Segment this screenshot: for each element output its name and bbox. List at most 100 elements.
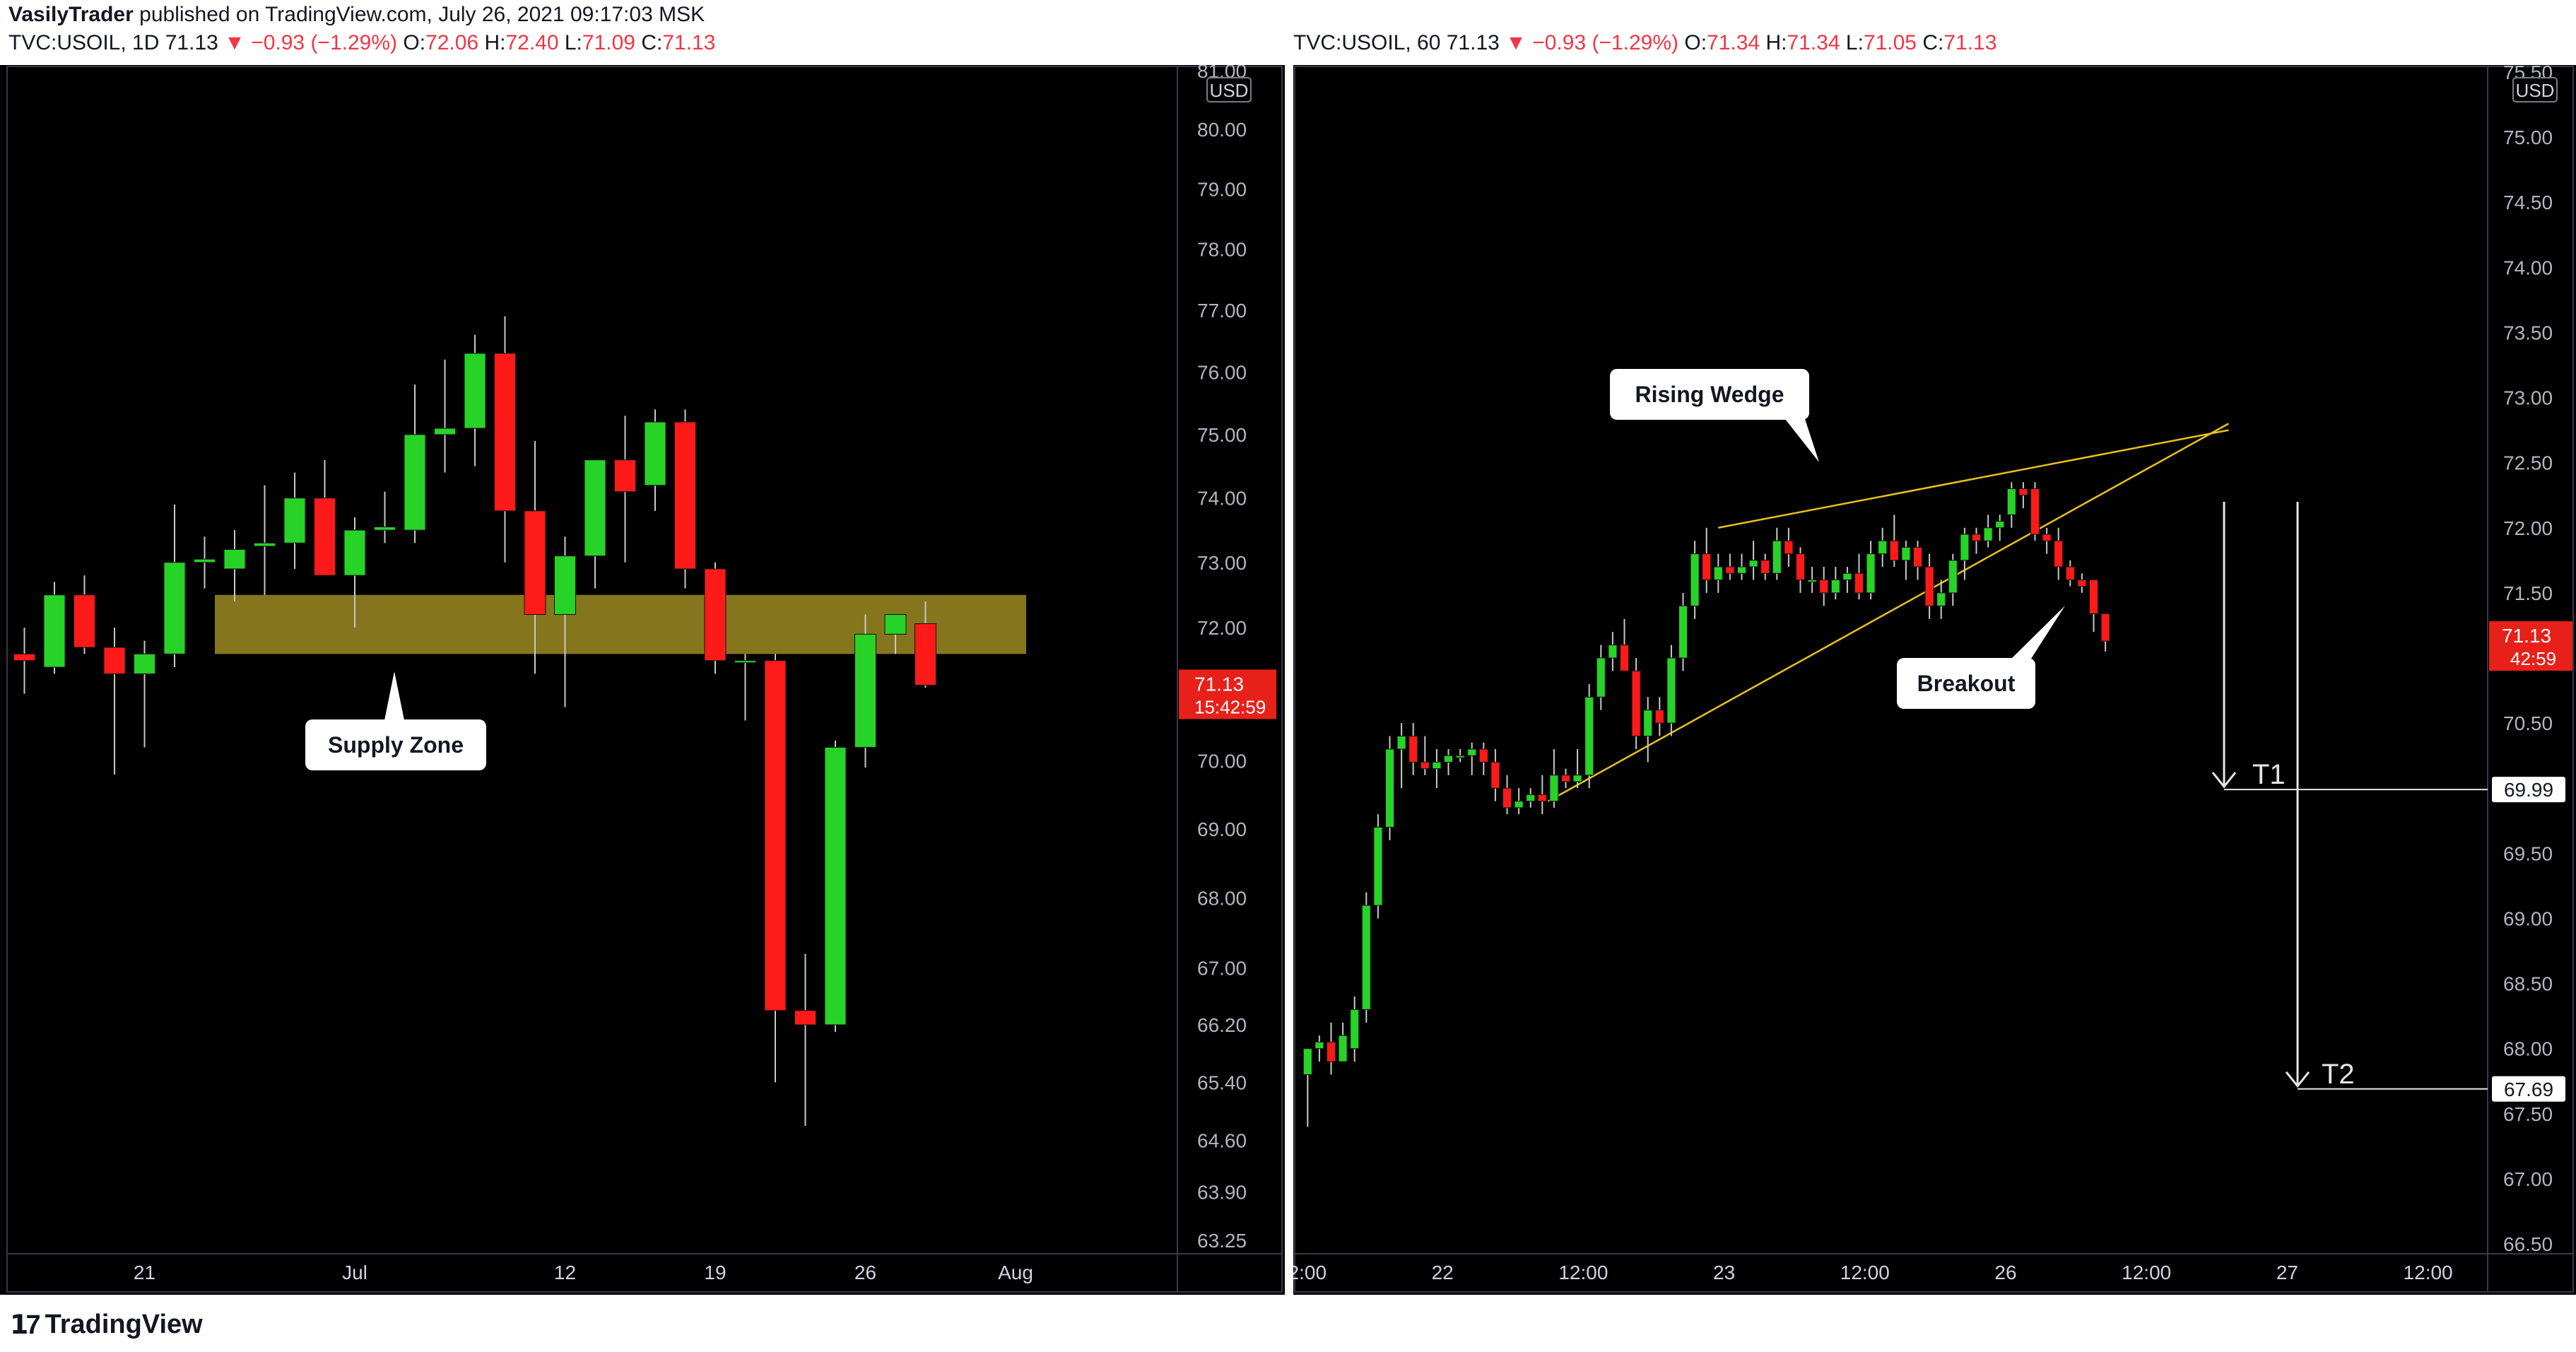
y-tick-label: 67.00 xyxy=(2503,1168,2553,1190)
x-tick-label: 12:00 xyxy=(1558,1262,1608,1283)
candle-down xyxy=(2042,534,2052,541)
candle-down xyxy=(1819,579,1829,594)
x-tick-label: 12:00 xyxy=(2122,1262,2171,1283)
left-legend: TVC:USOIL, 1D 71.13 ▼ −0.93 (−1.29%) O:7… xyxy=(8,31,715,55)
left-close: 71.13 xyxy=(662,31,716,54)
t1-price-tag xyxy=(2492,777,2565,803)
hourly-chart-pane[interactable]: T1 T2 75.50 75.00 74.50 74.00 73.50 73.00 72.50 7… xyxy=(1293,65,2576,1295)
candle-down xyxy=(524,510,546,616)
y-tick-label: 69.00 xyxy=(1197,818,1247,840)
y-tick-label: 72.00 xyxy=(2503,517,2553,539)
candle-down xyxy=(2100,613,2110,642)
right-low: 71.05 xyxy=(1863,31,1917,54)
y-tick-label: 74.00 xyxy=(2503,257,2553,278)
candle-up xyxy=(1432,761,1442,770)
y-tick-label: 63.25 xyxy=(1197,1230,1247,1252)
candle-up xyxy=(1713,566,1723,580)
pane-frame xyxy=(1294,66,2574,1293)
y-tick-label: 68.00 xyxy=(2503,1038,2553,1060)
candle-up xyxy=(1643,710,1653,737)
supply-zone-callout-box[interactable] xyxy=(305,719,486,770)
x-tick-label: 19 xyxy=(704,1262,726,1283)
published-text: published on TradingView.com, July 26, 2… xyxy=(139,3,705,26)
candle-down xyxy=(1502,787,1512,809)
left-h-label: H: xyxy=(484,31,506,54)
left-symbol[interactable]: TVC:USOIL, 1D xyxy=(8,31,160,54)
candle-down xyxy=(314,498,336,576)
y-tick-label: 63.90 xyxy=(1197,1182,1247,1204)
y-tick-label: 77.00 xyxy=(1197,300,1247,322)
y-tick-label: 72.50 xyxy=(2503,452,2553,474)
y-tick-label: 68.50 xyxy=(2503,973,2553,995)
candle-down xyxy=(674,421,696,570)
rising-wedge-callout-box[interactable] xyxy=(1610,369,1809,420)
candle-up xyxy=(1878,540,1888,555)
candle-up xyxy=(884,614,907,635)
y-tick-label: 75.00 xyxy=(1197,424,1247,446)
candle-up xyxy=(343,529,366,576)
y-tick-label: 66.20 xyxy=(1197,1014,1247,1036)
y-tick-label: 74.50 xyxy=(2503,192,2553,213)
right-symbol[interactable]: TVC:USOIL, 60 xyxy=(1293,31,1441,54)
x-tick-label: 12:00 xyxy=(1840,1262,1890,1283)
t2-price-tag xyxy=(2492,1076,2565,1102)
y-tick-label: 73.50 xyxy=(2503,322,2553,343)
candle-up xyxy=(2006,488,2016,515)
tradingview-logo[interactable]: 𝟭7 TradingView xyxy=(10,1309,203,1341)
left-last: 71.13 xyxy=(165,31,218,54)
t1-price-tag-value: 69.99 xyxy=(2504,779,2553,801)
candle-down xyxy=(2089,579,2098,614)
t2-arrow-head xyxy=(2285,1071,2310,1088)
publisher-name[interactable]: VasilyTrader xyxy=(8,3,134,26)
candle-down xyxy=(1537,794,1547,802)
x-tick-label: 22 xyxy=(1432,1262,1454,1283)
last-price-countdown: 42:59 xyxy=(2510,648,2556,669)
down-triangle-icon: ▼ xyxy=(224,31,245,54)
candle-down xyxy=(494,353,516,512)
candle-down xyxy=(1702,553,1712,580)
left-c-label: C: xyxy=(641,31,663,54)
rising-wedge-callout-pointer xyxy=(1785,419,1819,462)
y-tick-label: 72.00 xyxy=(1197,617,1247,639)
candle-down xyxy=(2065,566,2075,580)
down-triangle-icon: ▼ xyxy=(1505,31,1527,54)
x-tick-label: 26 xyxy=(854,1262,876,1283)
right-close: 71.13 xyxy=(1943,31,1997,54)
pane-frame xyxy=(6,66,1283,1293)
daily-chart-pane[interactable]: 81.00 80.00 79.00 78.00 77.00 76.00 75.00 74.00… xyxy=(0,65,1285,1295)
candle-up xyxy=(1584,696,1594,776)
candle-up xyxy=(43,594,66,668)
t1-label: T1 xyxy=(2252,759,2286,790)
t2-price-tag-value: 67.69 xyxy=(2504,1078,2553,1100)
right-high: 71.34 xyxy=(1787,31,1840,54)
publish-line: VasilyTrader published on TradingView.co… xyxy=(8,3,705,27)
candle-up xyxy=(1596,657,1606,698)
candle-up xyxy=(194,558,216,563)
candle-down xyxy=(2054,540,2064,568)
y-tick-label: 69.00 xyxy=(2503,907,2553,929)
candle-up xyxy=(1737,566,1746,574)
last-price-value: 71.13 xyxy=(2502,625,2551,647)
candle-up xyxy=(1338,1035,1348,1062)
last-price-value: 71.13 xyxy=(1194,673,1244,695)
candle-down xyxy=(704,568,727,662)
wedge-upper-line xyxy=(1718,429,2229,529)
breakout-callout-box[interactable] xyxy=(1897,658,2035,709)
candle-up xyxy=(1302,1048,1312,1076)
breakout-callout-pointer xyxy=(2011,606,2065,659)
x-tick-label: 26 xyxy=(1994,1262,2016,1283)
x-tick-label: 27 xyxy=(2276,1262,2298,1283)
x-tick-label: 21 xyxy=(134,1262,155,1283)
t1-arrow-head xyxy=(2211,772,2237,789)
left-o-label: O: xyxy=(403,31,426,54)
hourly-chart-svg[interactable]: T1T275.5075.0074.5074.0073.5073.0072.507… xyxy=(1293,65,2576,1295)
footer-bar xyxy=(0,1295,2576,1352)
currency-badge xyxy=(2512,77,2558,102)
daily-chart-svg[interactable]: 81.0080.0079.0078.0077.0076.0075.0074.00… xyxy=(0,65,1285,1295)
left-high: 72.40 xyxy=(505,31,559,54)
candle-up xyxy=(434,428,456,435)
last-price-countdown: 15:42:59 xyxy=(1194,696,1266,717)
candle-up xyxy=(1948,560,1958,594)
candle-down xyxy=(614,459,636,493)
candle-down xyxy=(1490,761,1500,789)
